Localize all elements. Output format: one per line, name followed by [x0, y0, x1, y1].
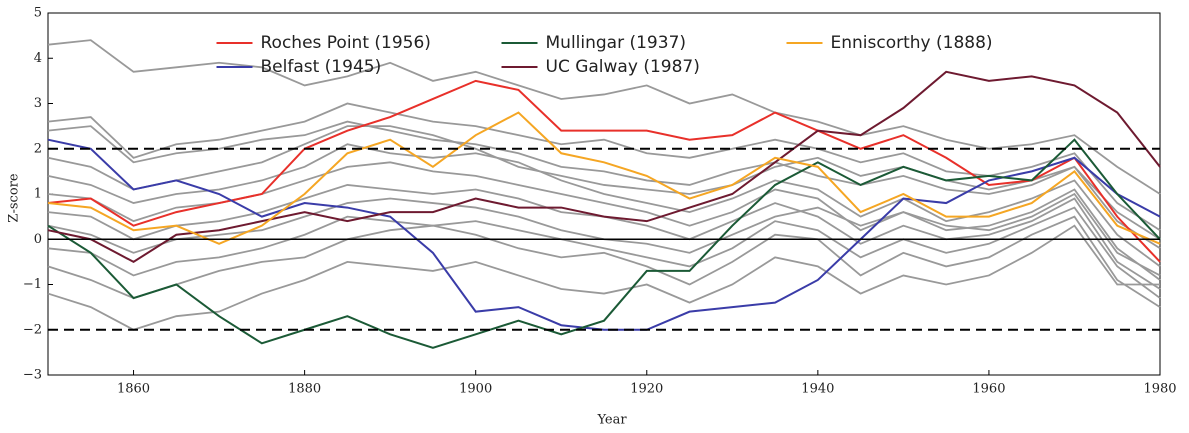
legend-label: UC Galway (1987) [546, 57, 700, 77]
station-line [47, 120, 1161, 250]
station-line [47, 143, 1161, 268]
station-line [47, 206, 1161, 299]
legend-label: Enniscorthy (1888) [831, 33, 993, 53]
x-axis-label: Year [596, 413, 627, 428]
series-line [47, 79, 1161, 263]
x-tick-label: 1860 [117, 382, 150, 397]
legend-label: Mullingar (1937) [546, 33, 687, 53]
series-line [47, 111, 1161, 245]
y-tick-label: 0 [34, 232, 42, 247]
legend-label: Roches Point (1956) [261, 33, 431, 53]
station-line [47, 102, 1161, 231]
y-tick-label: 2 [34, 141, 42, 156]
station-line [47, 39, 1161, 195]
station-line [47, 125, 1161, 241]
x-tick-label: 1900 [459, 382, 492, 397]
x-tick-label: 1960 [972, 382, 1005, 397]
station-line [47, 215, 1161, 308]
y-tick-label: 4 [34, 51, 42, 66]
x-tick-label: 1920 [630, 382, 663, 397]
y-tick-label: 5 [34, 6, 42, 21]
legend-label: Belfast (1945) [261, 57, 382, 77]
y-tick-label: 3 [34, 96, 42, 111]
series-line [47, 70, 1161, 264]
y-tick-label: −1 [23, 277, 42, 292]
x-tick-label: 1940 [801, 382, 834, 397]
series-line [47, 138, 1161, 331]
y-axis-label: Z-score [7, 173, 22, 222]
x-tick-label: 1880 [288, 382, 321, 397]
y-tick-label: −2 [23, 322, 42, 337]
y-tick-label: −3 [23, 368, 42, 383]
y-tick-label: 1 [34, 187, 42, 202]
series-line [47, 138, 1161, 349]
station-line [47, 224, 1160, 331]
x-tick-label: 1980 [1143, 382, 1176, 397]
